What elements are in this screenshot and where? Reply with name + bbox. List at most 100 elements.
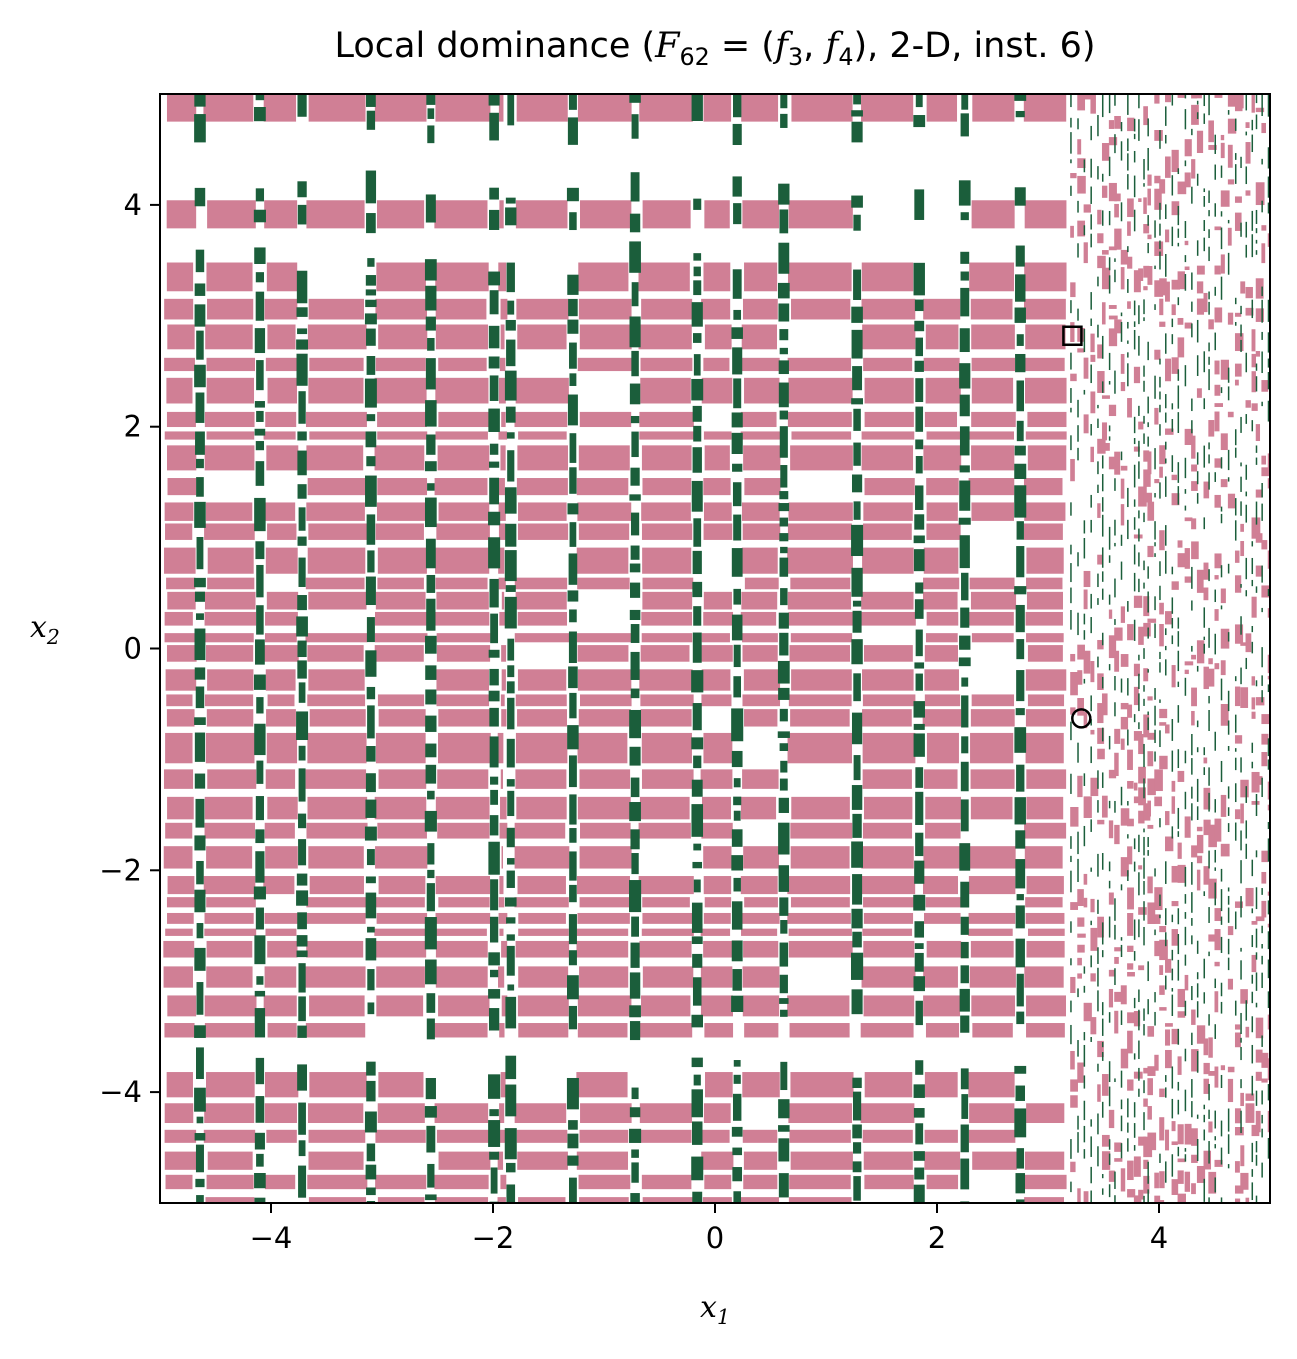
fine-hatch-segment (1127, 601, 1129, 612)
fine-hatch-segment (1208, 1071, 1216, 1076)
fine-hatch-segment (1138, 989, 1140, 1003)
dominance-region-cell (374, 897, 425, 908)
boundary-column-segment (691, 480, 703, 512)
fine-hatch-segment (1133, 118, 1136, 132)
fine-hatch-segment (1255, 209, 1258, 224)
fine-hatch-segment (1154, 1054, 1159, 1071)
fine-hatch-segment (1220, 227, 1223, 250)
fine-hatch-segment (1240, 324, 1242, 337)
fine-hatch-segment (1070, 1095, 1078, 1108)
fine-hatch-segment (1114, 519, 1116, 536)
fine-hatch-segment (1171, 304, 1176, 316)
boundary-column-segment (915, 832, 924, 857)
dominance-region-cell (515, 694, 567, 707)
fine-hatch-segment (1220, 359, 1229, 380)
dominance-region-cell (969, 966, 1016, 988)
boundary-column-segment (629, 972, 641, 999)
fine-hatch-segment (1267, 804, 1270, 811)
fine-hatch-segment (1159, 466, 1163, 478)
boundary-column-segment (629, 880, 642, 913)
dominance-region-cell (641, 298, 693, 320)
boundary-column-segment (424, 1106, 437, 1118)
fine-hatch-segment (1165, 476, 1167, 497)
fine-hatch-segment (1147, 711, 1149, 715)
dominance-region-cell (377, 431, 428, 440)
boundary-column-segment (914, 943, 924, 949)
fine-hatch-segment (1245, 166, 1248, 185)
markers (1062, 325, 1092, 729)
dominance-region-cell (741, 94, 779, 122)
boundary-column-segment (731, 750, 743, 768)
fine-hatch-segment (1083, 630, 1086, 640)
boundary-column-segment (915, 378, 924, 403)
fine-hatch-segment (1203, 196, 1206, 207)
boundary-column-segment (731, 432, 743, 454)
fine-hatch-segment (1267, 1110, 1270, 1133)
fine-hatch-segment (1171, 419, 1174, 432)
dominance-region-cell (308, 591, 367, 610)
dominance-region-cell (498, 577, 506, 590)
fine-hatch-segment (1138, 673, 1140, 690)
dominance-region-cell (166, 200, 197, 229)
fine-hatch-segment (1114, 269, 1116, 283)
dominance-region-cell (167, 912, 194, 924)
dominance-region-cell (499, 822, 508, 839)
fine-hatch-segment (1127, 846, 1133, 865)
fine-hatch-segment (1114, 898, 1116, 921)
boundary-column-segment (567, 394, 578, 426)
dominance-region-cell (203, 94, 254, 122)
fine-hatch-segment (1196, 940, 1199, 954)
boundary-column-segment (1014, 797, 1026, 825)
fine-hatch-segment (1177, 242, 1180, 247)
fine-hatch-segment (1227, 823, 1230, 833)
fine-hatch-segment (1251, 541, 1254, 547)
fine-hatch-segment (1255, 1049, 1263, 1063)
fine-hatch-segment (1245, 414, 1248, 424)
fine-hatch-segment (1120, 1115, 1123, 1132)
dominance-region-cell (703, 912, 731, 924)
dominance-region-cell (166, 1072, 193, 1098)
fine-hatch-segment (1147, 566, 1149, 579)
boundary-column-segment (490, 789, 499, 805)
fine-hatch-segment (1070, 773, 1072, 794)
dominance-region-cell (501, 940, 508, 958)
fine-hatch-segment (1108, 820, 1114, 839)
dominance-region-cell (1024, 262, 1067, 292)
fine-hatch-segment (1165, 628, 1167, 636)
boundary-column-segment (1016, 1199, 1025, 1203)
fine-hatch-segment (1171, 1179, 1179, 1195)
boundary-column-segment (366, 414, 376, 422)
boundary-column-segment (631, 853, 639, 875)
fine-hatch-segment (1120, 465, 1128, 471)
dominance-region-cell (377, 1103, 425, 1124)
dominance-region-cell (640, 709, 692, 727)
fine-hatch-segment (1165, 106, 1167, 126)
fine-hatch-segment (1138, 810, 1145, 824)
circle-marker (1071, 708, 1092, 729)
fine-hatch-segment (1177, 1081, 1180, 1091)
boundary-column-segment (851, 952, 864, 980)
fine-hatch-segment (1154, 94, 1160, 104)
dominance-region-cell (518, 912, 566, 924)
fine-hatch-segment (1227, 386, 1230, 401)
dominance-region-cell (639, 669, 693, 691)
fine-hatch-segment (1143, 836, 1145, 856)
dominance-region-cell (167, 478, 197, 496)
fine-hatch-segment (1255, 501, 1258, 525)
fine-hatch-segment (1255, 793, 1258, 817)
fine-hatch-segment (1214, 663, 1220, 670)
fine-hatch-segment (1154, 623, 1156, 639)
boundary-column-segment (569, 692, 577, 719)
boundary-column-segment (298, 996, 306, 1022)
fine-hatch-segment (1090, 292, 1092, 310)
fine-hatch-segment (1177, 681, 1180, 687)
fine-hatch-segment (1097, 371, 1105, 393)
dominance-region-cell (374, 94, 427, 122)
fine-hatch-segment (1077, 175, 1086, 194)
dominance-region-cell (579, 694, 632, 707)
fine-hatch-segment (1127, 352, 1129, 358)
dominance-region-cell (741, 502, 780, 521)
dominance-region-cell (1024, 966, 1064, 988)
dominance-region-cell (577, 502, 632, 521)
fine-hatch-segment (1165, 861, 1167, 884)
